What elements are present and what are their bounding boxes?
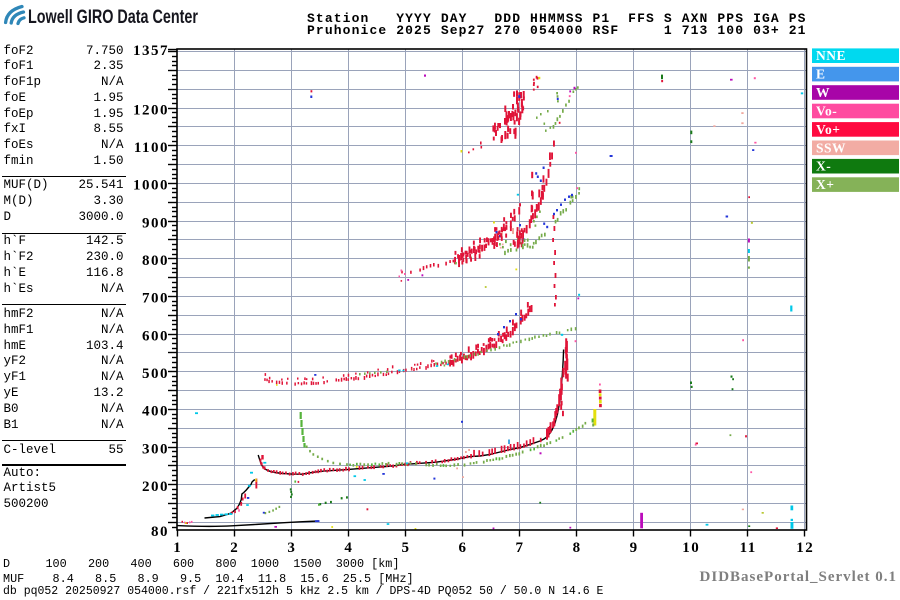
svg-text:E: E <box>816 67 826 82</box>
svg-text:X+: X+ <box>816 177 834 192</box>
svg-text:800: 800 <box>142 253 169 269</box>
svg-text:1200: 1200 <box>133 102 169 118</box>
svg-text:X-: X- <box>816 159 831 174</box>
svg-text:4: 4 <box>344 540 353 556</box>
svg-text:Vo+: Vo+ <box>816 122 840 137</box>
svg-text:7: 7 <box>516 540 525 556</box>
svg-text:700: 700 <box>142 291 169 307</box>
svg-text:6: 6 <box>459 540 468 556</box>
svg-text:11: 11 <box>740 540 757 556</box>
svg-text:1: 1 <box>173 540 182 556</box>
svg-text:10: 10 <box>682 540 700 556</box>
svg-text:5: 5 <box>402 540 411 556</box>
svg-text:80: 80 <box>151 524 169 540</box>
svg-text:W: W <box>816 85 830 100</box>
svg-text:1000: 1000 <box>133 178 169 194</box>
svg-text:Lowell GIRO Data Center: Lowell GIRO Data Center <box>28 6 198 28</box>
svg-text:12: 12 <box>796 540 814 556</box>
svg-text:400: 400 <box>142 404 169 420</box>
svg-text:3: 3 <box>287 540 296 556</box>
svg-text:500: 500 <box>142 366 169 382</box>
svg-text:8: 8 <box>573 540 582 556</box>
svg-text:600: 600 <box>142 328 169 344</box>
svg-text:900: 900 <box>142 215 169 231</box>
svg-text:SSW: SSW <box>816 140 846 155</box>
svg-text:Vo-: Vo- <box>816 104 837 119</box>
svg-text:2: 2 <box>230 540 239 556</box>
svg-text:1100: 1100 <box>134 140 169 156</box>
svg-text:1357: 1357 <box>133 43 169 59</box>
svg-text:NNE: NNE <box>816 48 846 63</box>
svg-text:300: 300 <box>142 441 169 457</box>
svg-text:9: 9 <box>630 540 639 556</box>
svg-text:200: 200 <box>142 479 169 495</box>
